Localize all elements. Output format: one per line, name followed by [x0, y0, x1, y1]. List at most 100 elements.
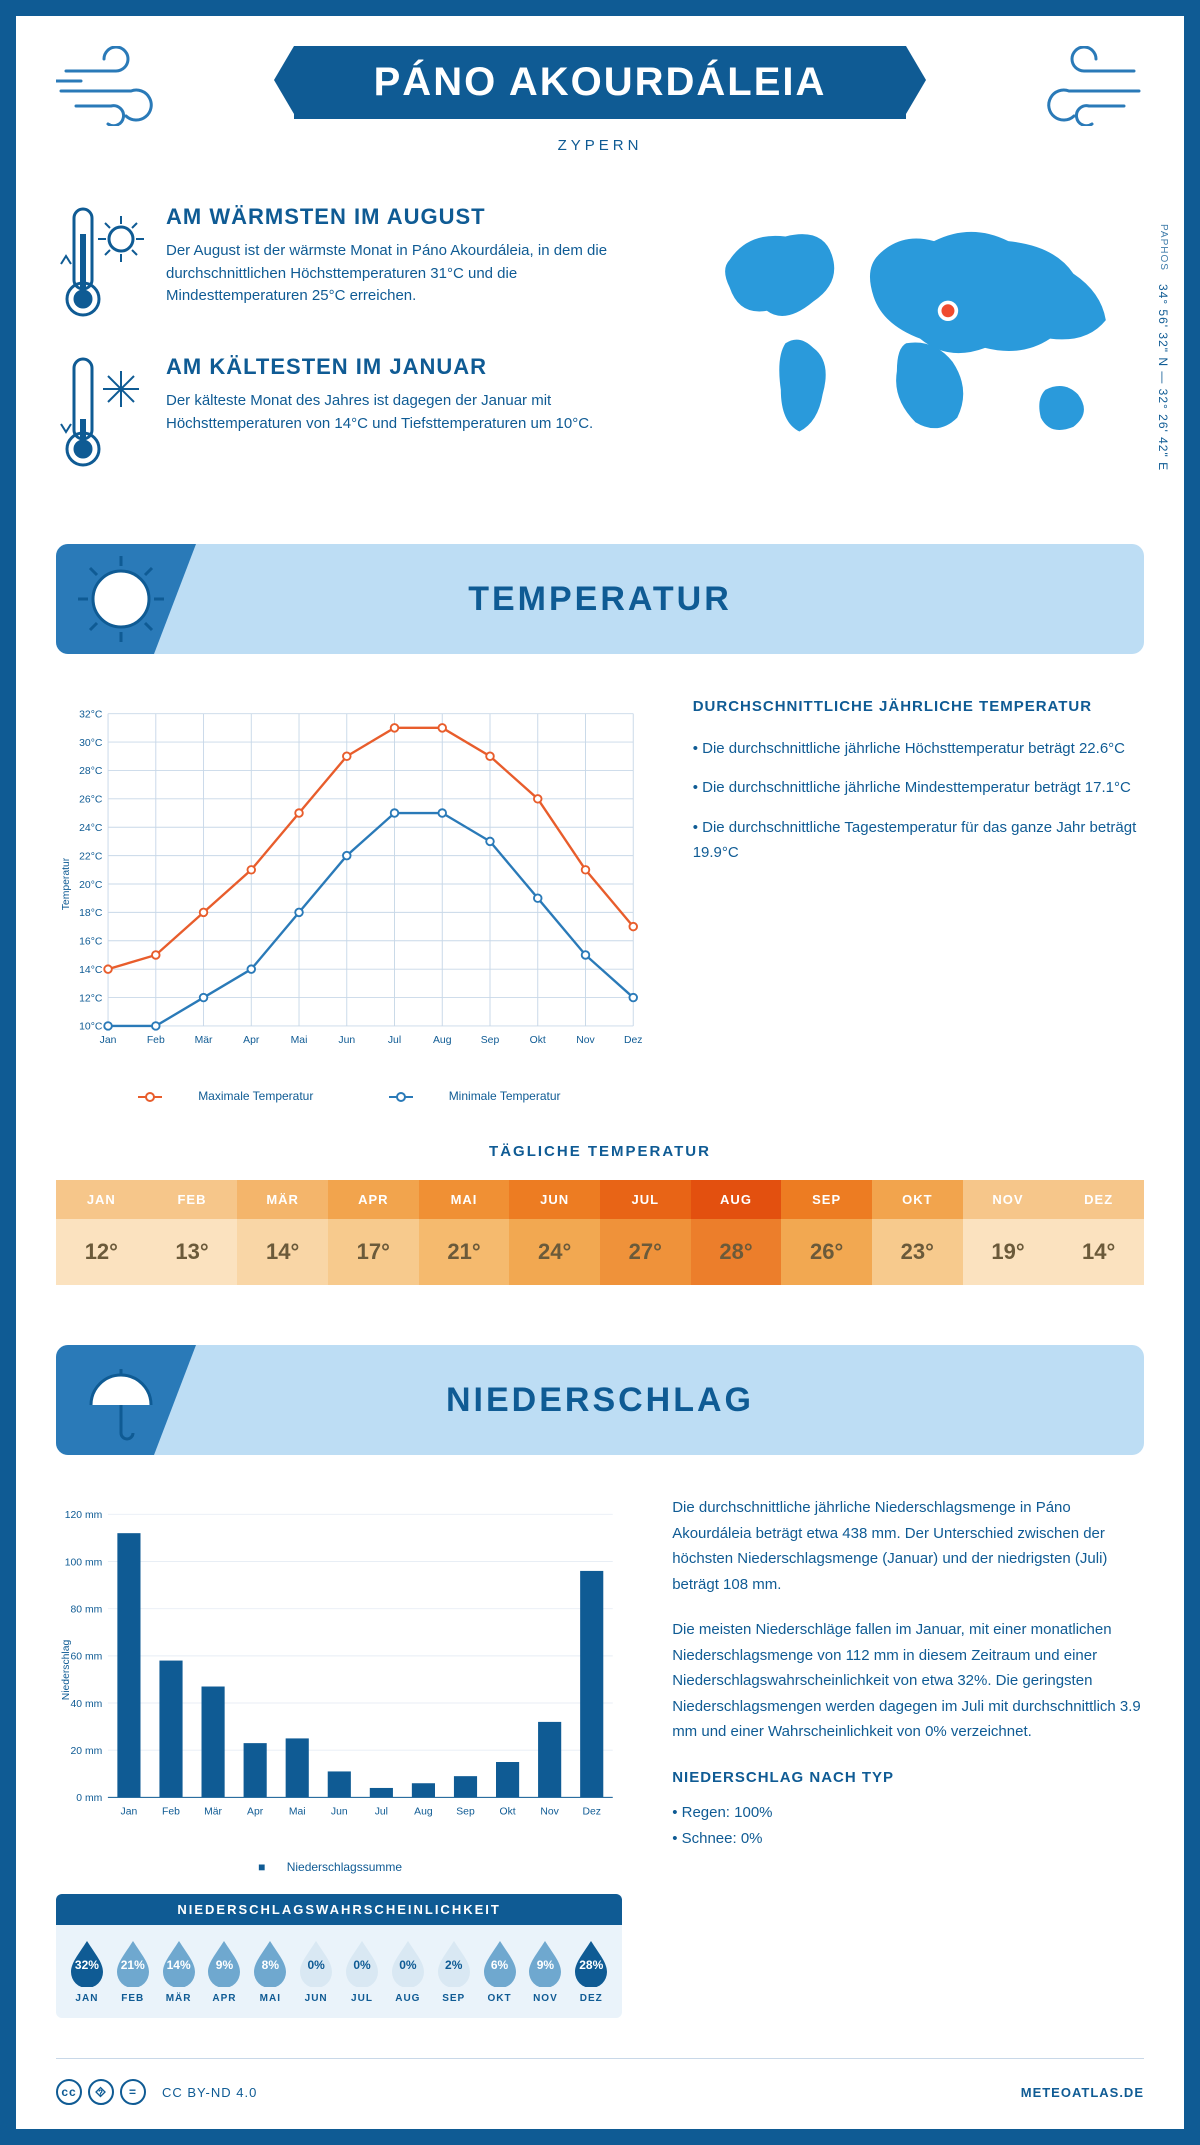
svg-text:Mär: Mär	[204, 1806, 222, 1817]
svg-text:Aug: Aug	[414, 1806, 433, 1817]
sun-icon	[76, 554, 166, 644]
prob-drop: 8% MAI	[247, 1939, 293, 2004]
svg-text:Dez: Dez	[624, 1035, 642, 1046]
by-icon: ⯑	[88, 2079, 114, 2105]
license-text: CC BY-ND 4.0	[162, 2085, 257, 2100]
temperature-heading: TEMPERATUR	[468, 580, 732, 619]
precip-para1: Die durchschnittliche jährliche Niedersc…	[672, 1495, 1144, 1597]
precipitation-bar-chart: 0 mm20 mm40 mm60 mm80 mm100 mm120 mmJanF…	[56, 1495, 622, 1845]
wind-icon	[1024, 46, 1144, 126]
warmest-text: Der August ist der wärmste Monat in Páno…	[166, 240, 628, 308]
world-map	[668, 204, 1144, 464]
temp-bullet: • Die durchschnittliche Tagestemperatur …	[693, 815, 1144, 866]
svg-text:Niederschlag: Niederschlag	[61, 1639, 72, 1700]
precip-bytype-title: NIEDERSCHLAG NACH TYP	[672, 1765, 1144, 1791]
svg-text:Sep: Sep	[481, 1035, 500, 1046]
svg-text:10°C: 10°C	[79, 1022, 103, 1033]
svg-text:Dez: Dez	[582, 1806, 600, 1817]
temp-bullet: • Die durchschnittliche jährliche Höchst…	[693, 736, 1144, 762]
daily-month-head: SEP	[781, 1180, 872, 1219]
coldest-block: AM KÄLTESTEN IM JANUAR Der kälteste Mona…	[56, 354, 628, 474]
umbrella-icon	[76, 1355, 166, 1445]
cc-icon: cc	[56, 2079, 82, 2105]
daily-month-head: JAN	[56, 1180, 147, 1219]
daily-month-head: FEB	[147, 1180, 238, 1219]
coldest-title: AM KÄLTESTEN IM JANUAR	[166, 354, 628, 380]
svg-text:Jan: Jan	[100, 1035, 117, 1046]
svg-text:24°C: 24°C	[79, 823, 103, 834]
temperature-info: DURCHSCHNITTLICHE JÄHRLICHE TEMPERATUR •…	[693, 694, 1144, 1103]
daily-month-head: JUL	[600, 1180, 691, 1219]
prob-drop: 28% DEZ	[568, 1939, 614, 2004]
svg-text:Apr: Apr	[243, 1035, 260, 1046]
prob-drop: 2% SEP	[431, 1939, 477, 2004]
svg-text:40 mm: 40 mm	[71, 1699, 103, 1710]
page-subtitle: ZYPERN	[56, 137, 1144, 154]
prob-drop: 9% NOV	[522, 1939, 568, 2004]
prob-drop: 9% APR	[202, 1939, 248, 2004]
daily-month-value: 13°	[147, 1219, 238, 1285]
svg-text:28°C: 28°C	[79, 766, 103, 777]
daily-month-value: 14°	[1053, 1219, 1144, 1285]
daily-month-head: MÄR	[237, 1180, 328, 1219]
svg-text:Jun: Jun	[331, 1806, 348, 1817]
daily-month-value: 12°	[56, 1219, 147, 1285]
svg-text:14°C: 14°C	[79, 965, 103, 976]
prob-title: NIEDERSCHLAGSWAHRSCHEINLICHKEIT	[56, 1894, 622, 1925]
daily-month-head: DEZ	[1053, 1180, 1144, 1219]
svg-text:Mai: Mai	[289, 1806, 306, 1817]
svg-text:0 mm: 0 mm	[76, 1793, 102, 1804]
svg-text:80 mm: 80 mm	[71, 1604, 103, 1615]
svg-text:32°C: 32°C	[79, 709, 103, 720]
svg-text:Nov: Nov	[576, 1035, 595, 1046]
daily-month-value: 28°	[691, 1219, 782, 1285]
thermometer-warm-icon	[56, 204, 146, 324]
daily-temp-title: TÄGLICHE TEMPERATUR	[56, 1143, 1144, 1160]
temperature-section-header: TEMPERATUR	[56, 544, 1144, 654]
temp-info-title: DURCHSCHNITTLICHE JÄHRLICHE TEMPERATUR	[693, 694, 1144, 720]
svg-text:Nov: Nov	[540, 1806, 559, 1817]
nd-icon: =	[120, 2079, 146, 2105]
svg-text:Okt: Okt	[500, 1806, 516, 1817]
prob-drop: 0% JUL	[339, 1939, 385, 2004]
daily-month-head: APR	[328, 1180, 419, 1219]
daily-month-value: 27°	[600, 1219, 691, 1285]
precipitation-heading: NIEDERSCHLAG	[446, 1381, 754, 1420]
svg-text:Feb: Feb	[162, 1806, 180, 1817]
svg-text:Jul: Jul	[375, 1806, 388, 1817]
daily-month-value: 26°	[781, 1219, 872, 1285]
warmest-title: AM WÄRMSTEN IM AUGUST	[166, 204, 628, 230]
daily-temperature-table: TÄGLICHE TEMPERATUR JANFEBMÄRAPRMAIJUNJU…	[56, 1143, 1144, 1285]
temperature-legend: Maximale Temperatur Minimale Temperatur	[56, 1089, 643, 1103]
bytype-item: • Schnee: 0%	[672, 1826, 1144, 1852]
svg-text:Jan: Jan	[121, 1806, 138, 1817]
daily-month-head: OKT	[872, 1180, 963, 1219]
precipitation-probability-box: NIEDERSCHLAGSWAHRSCHEINLICHKEIT 32% JAN …	[56, 1894, 622, 2018]
prob-drop: 0% JUN	[293, 1939, 339, 2004]
precipitation-section-header: NIEDERSCHLAG	[56, 1345, 1144, 1455]
svg-text:Jun: Jun	[338, 1035, 355, 1046]
bytype-item: • Regen: 100%	[672, 1800, 1144, 1826]
daily-month-head: MAI	[419, 1180, 510, 1219]
daily-month-head: NOV	[963, 1180, 1054, 1219]
daily-month-value: 21°	[419, 1219, 510, 1285]
svg-text:100 mm: 100 mm	[65, 1557, 102, 1568]
svg-text:26°C: 26°C	[79, 795, 103, 806]
svg-text:Temperatur: Temperatur	[61, 857, 72, 910]
svg-text:Jul: Jul	[388, 1035, 401, 1046]
temperature-line-chart: 10°C12°C14°C16°C18°C20°C22°C24°C26°C28°C…	[56, 694, 643, 1074]
daily-month-value: 19°	[963, 1219, 1054, 1285]
daily-month-head: JUN	[509, 1180, 600, 1219]
svg-text:Mär: Mär	[195, 1035, 213, 1046]
temp-bullet: • Die durchschnittliche jährliche Mindes…	[693, 775, 1144, 801]
svg-text:12°C: 12°C	[79, 993, 103, 1004]
svg-text:Aug: Aug	[433, 1035, 452, 1046]
svg-text:Apr: Apr	[247, 1806, 264, 1817]
precipitation-info: Die durchschnittliche jährliche Niedersc…	[672, 1495, 1144, 2018]
svg-text:20 mm: 20 mm	[71, 1746, 103, 1757]
prob-drop: 21% FEB	[110, 1939, 156, 2004]
daily-month-value: 24°	[509, 1219, 600, 1285]
brand-text: METEOATLAS.DE	[1021, 2085, 1144, 2100]
svg-text:30°C: 30°C	[79, 738, 103, 749]
page-title: PÁNO AKOURDÁLEIA	[294, 46, 907, 119]
